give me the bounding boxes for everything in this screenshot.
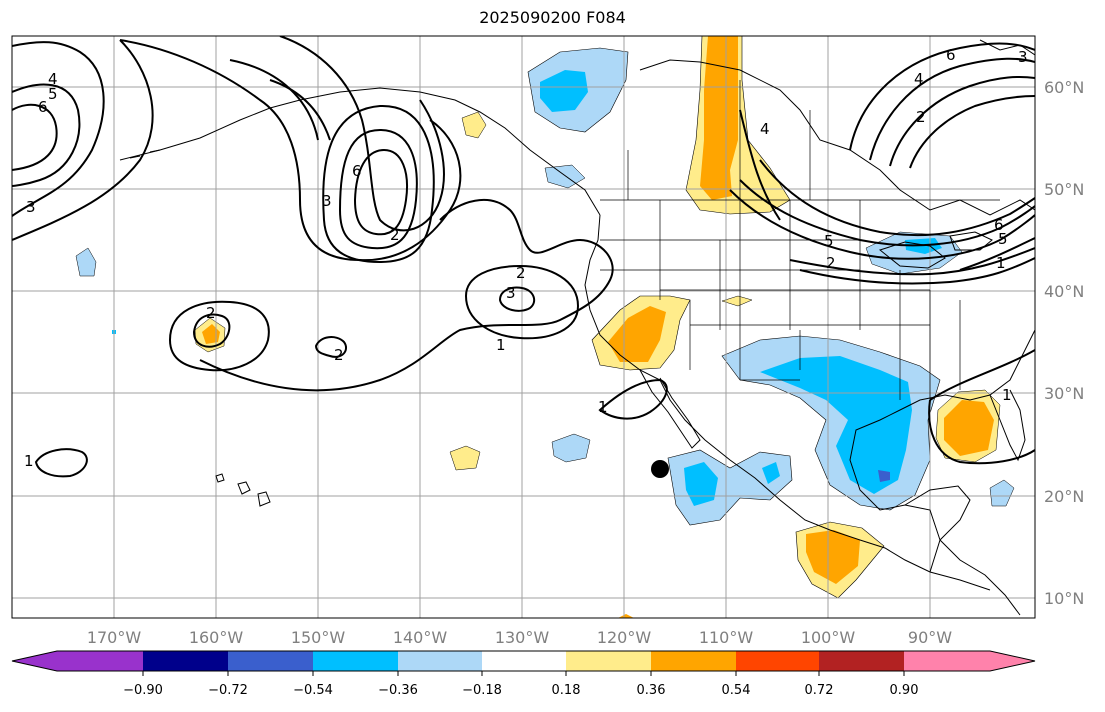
colorbar-seg xyxy=(651,651,736,671)
lon-label: 100°W xyxy=(801,628,856,647)
latitude-labels: 60°N 50°N 40°N 30°N 20°N 10°N xyxy=(1044,78,1084,608)
lon-label: 130°W xyxy=(495,628,550,647)
colorbar-tick-label: 0.90 xyxy=(890,683,919,698)
colorbar-seg xyxy=(482,651,566,671)
colorbar: −0.90 −0.72 −0.54 −0.36 −0.18 0.18 0.36 … xyxy=(11,650,1036,698)
colorbar-ticks xyxy=(142,671,905,676)
map-frame xyxy=(11,35,1036,619)
lon-label: 90°W xyxy=(908,628,952,647)
contour-label: 1 xyxy=(496,336,506,354)
colorbar-left-extend xyxy=(12,651,57,671)
colorbar-right-extend xyxy=(990,651,1035,671)
map-title: 2025090200 F084 xyxy=(479,8,626,27)
colorbar-tick-label: −0.18 xyxy=(462,683,502,698)
shade-pacific-small-blue xyxy=(551,433,591,463)
contour-label: 4 xyxy=(48,70,58,88)
lat-label: 20°N xyxy=(1044,487,1084,506)
shade-bottom-orange xyxy=(618,614,634,618)
location-marker xyxy=(651,460,669,478)
contour-label: 2 xyxy=(516,264,526,282)
colorbar-seg xyxy=(904,651,990,671)
shade-florida-orange xyxy=(944,400,994,456)
colorbar-seg xyxy=(228,651,313,671)
shade-texas-blue xyxy=(760,356,912,494)
lon-label: 170°W xyxy=(87,628,142,647)
contour-label: 3 xyxy=(1018,48,1028,66)
contour-label: 2 xyxy=(390,226,400,244)
shade-colorado-yellow xyxy=(721,295,753,307)
shade-aleutian-blue xyxy=(75,247,97,277)
colorbar-seg xyxy=(819,651,904,671)
contour-label: 4 xyxy=(914,70,924,88)
colorbar-seg xyxy=(736,651,819,671)
colorbar-tick-label: 0.54 xyxy=(722,683,751,698)
colorbar-tick-label: 0.36 xyxy=(637,683,666,698)
shade-gulf-alaska-blue xyxy=(540,70,588,112)
anomaly-shading xyxy=(75,36,1015,618)
contour-label: 2 xyxy=(826,254,836,272)
contour-label: 6 xyxy=(38,98,48,116)
shade-panhandle-yellow xyxy=(461,111,487,139)
colorbar-seg xyxy=(313,651,398,671)
lon-label: 110°W xyxy=(699,628,754,647)
contour-label: 1 xyxy=(598,398,608,416)
contour-lines xyxy=(12,36,1035,478)
lat-label: 60°N xyxy=(1044,78,1084,97)
lon-label: 140°W xyxy=(393,628,448,647)
contour-label: 1 xyxy=(996,254,1006,272)
contour-label: 2 xyxy=(206,304,216,322)
contour-label: 6 xyxy=(994,216,1004,234)
colorbar-tick-label: −0.72 xyxy=(208,683,248,698)
lon-label: 150°W xyxy=(291,628,346,647)
colorbar-tick-label: 0.18 xyxy=(552,683,581,698)
map-area xyxy=(12,36,1035,618)
lat-label: 30°N xyxy=(1044,384,1084,403)
contour-label: 2 xyxy=(916,108,926,126)
contour-labels: 4 5 6 3 6 3 2 2 3 2 1 1 1 2 5 4 6 5 2 1 … xyxy=(24,46,1028,470)
contour-label: 6 xyxy=(946,46,956,64)
contour-label: 5 xyxy=(998,230,1008,248)
shade-california-orange xyxy=(608,306,666,362)
shade-mexico-blue2 xyxy=(762,462,780,484)
shade-texas-dark-blue xyxy=(878,470,890,482)
shade-south-mexico-orange xyxy=(806,530,860,584)
contour-label: 4 xyxy=(760,120,770,138)
shade-rockies-orange xyxy=(700,36,738,200)
contour-label: 1 xyxy=(24,452,34,470)
contour-label: 3 xyxy=(322,192,332,210)
contour-label: 1 xyxy=(1002,386,1012,404)
colorbar-tick-label: −0.54 xyxy=(293,683,333,698)
colorbar-seg xyxy=(143,651,228,671)
contour-label: 5 xyxy=(824,232,834,250)
lat-label: 40°N xyxy=(1044,282,1084,301)
contour-label: 3 xyxy=(506,284,516,302)
shade-pacific-small-yellow xyxy=(449,445,481,471)
state-borders xyxy=(600,80,1000,400)
shade-mexico-blue xyxy=(684,462,718,506)
lon-label: 160°W xyxy=(189,628,244,647)
contour-label: 5 xyxy=(48,85,58,103)
shade-caribbean-blue xyxy=(989,479,1015,507)
colorbar-tick-label: −0.90 xyxy=(123,683,163,698)
colorbar-seg xyxy=(566,651,651,671)
longitude-labels: 170°W 160°W 150°W 140°W 130°W 120°W 110°… xyxy=(87,628,952,647)
colorbar-tick-label: −0.36 xyxy=(378,683,418,698)
colorbar-outline xyxy=(11,650,1036,672)
contour-label: 2 xyxy=(334,346,344,364)
contour-label: 6 xyxy=(352,162,362,180)
lat-label: 50°N xyxy=(1044,180,1084,199)
lat-label: 10°N xyxy=(1044,589,1084,608)
colorbar-seg xyxy=(398,651,482,671)
colorbar-seg xyxy=(57,651,143,671)
lon-label: 120°W xyxy=(597,628,652,647)
contour-label: 3 xyxy=(26,198,36,216)
colorbar-tick-label: 0.72 xyxy=(805,683,834,698)
